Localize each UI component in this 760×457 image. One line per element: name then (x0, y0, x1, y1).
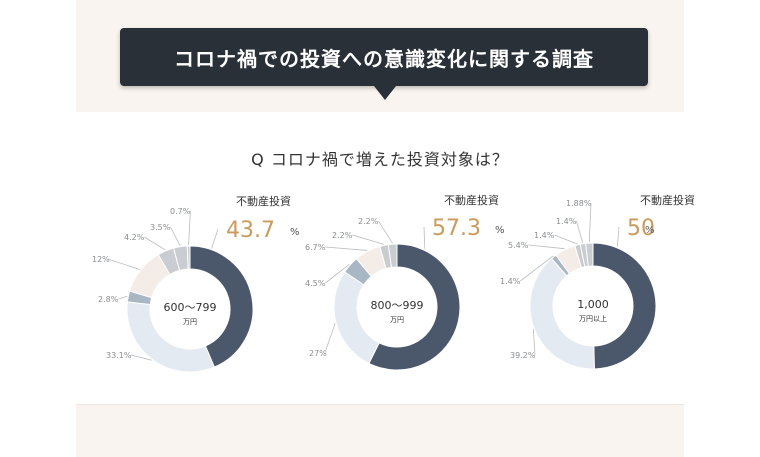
leader-line (324, 323, 336, 354)
slice-data-label: 3.5% (150, 223, 171, 232)
highlight-unit: % (495, 225, 505, 236)
donut-slice (333, 271, 380, 365)
highlight-value: 50 (627, 216, 655, 241)
highlight-category-label: 不動産投資 (236, 194, 291, 208)
highlight-leader-line (211, 228, 219, 249)
slice-data-label: 1.4% (500, 277, 521, 286)
donut-slice (592, 242, 657, 370)
highlight-category-label: 不動産投資 (640, 193, 695, 207)
leader-line (576, 220, 584, 243)
highlight-value: 43.7 (226, 218, 275, 243)
slice-data-label: 6.7% (305, 243, 326, 252)
highlight-value: 57.3 (432, 216, 481, 241)
leader-line (528, 244, 565, 250)
slice-data-label: 1.88% (566, 199, 592, 208)
donut-slice (585, 242, 594, 267)
slice-data-label: 4.2% (124, 233, 145, 242)
slice-data-label: 39.2% (510, 351, 536, 360)
highlight-unit: % (290, 227, 300, 238)
highlight-leader-line (616, 226, 620, 247)
slice-data-label: 2.8% (98, 295, 119, 304)
donut-slice (387, 243, 398, 268)
highlight-leader-line (423, 226, 426, 250)
page-title: コロナ禍での投資への意識変化に関する調査 (174, 46, 594, 71)
donut-center-unit: 万円以上 (579, 314, 607, 323)
slice-data-label: 33.1% (106, 351, 132, 360)
slice-data-label: 0.7% (170, 207, 191, 216)
leader-line (352, 234, 384, 245)
bottom-background-band (76, 404, 684, 457)
title-banner: コロナ禍での投資への意識変化に関する調査 (120, 28, 648, 86)
slice-data-label: 2.2% (332, 231, 353, 240)
donut-center-label: 1,000 (577, 298, 609, 311)
leader-line (188, 210, 191, 246)
leader-line (520, 255, 554, 282)
question-heading: Q コロナ禍で増えた投資対象は？ (251, 150, 509, 169)
leader-line (325, 263, 350, 284)
leader-line (554, 234, 578, 245)
slice-data-label: 2.2% (358, 217, 379, 226)
slice-data-label: 12% (92, 255, 110, 264)
leader-line (170, 226, 181, 246)
leader-line (130, 354, 152, 361)
leader-line (325, 246, 368, 251)
leader-line (144, 236, 166, 251)
slice-data-label: 1.4% (534, 231, 555, 240)
donut-slice (186, 245, 191, 270)
highlight-category-label: 不動産投資 (444, 193, 499, 207)
donut-center-unit: 万円 (183, 318, 197, 326)
title-banner-pointer (374, 86, 396, 100)
highlight-unit: % (645, 225, 655, 236)
slice-data-label: 5.4% (508, 241, 529, 250)
leader-line (107, 258, 140, 270)
slice-data-label: 27% (309, 349, 327, 358)
slice-data-label: 1.4% (556, 217, 577, 226)
donut-slice (529, 257, 595, 370)
leader-line (378, 220, 393, 244)
leader-line (588, 202, 592, 243)
slice-data-label: 4.5% (305, 279, 326, 288)
donut-center-unit: 万円 (390, 316, 404, 324)
donut-center-label: 800〜999 (371, 299, 424, 312)
leader-line (118, 295, 128, 300)
donut-slice (368, 243, 461, 371)
donut-center-label: 600〜799 (164, 301, 217, 314)
donut-slice (189, 245, 254, 368)
leader-line (532, 329, 536, 356)
